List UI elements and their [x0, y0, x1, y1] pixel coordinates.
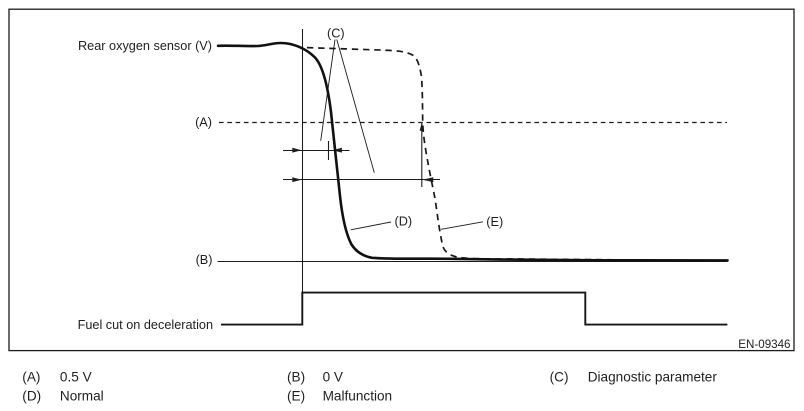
svg-text:Diagnostic parameter: Diagnostic parameter [588, 369, 718, 384]
svg-text:(C): (C) [327, 27, 345, 41]
svg-text:Rear oxygen sensor (V): Rear oxygen sensor (V) [78, 39, 212, 53]
svg-text:(D): (D) [22, 389, 41, 404]
svg-text:(B): (B) [196, 253, 213, 267]
svg-text:(A): (A) [195, 116, 212, 130]
svg-text:(B): (B) [287, 369, 305, 384]
svg-text:(D): (D) [395, 214, 413, 228]
svg-text:0.5 V: 0.5 V [60, 369, 92, 384]
svg-text:Fuel cut on deceleration: Fuel cut on deceleration [78, 318, 213, 332]
svg-text:Normal: Normal [60, 389, 104, 404]
svg-text:0 V: 0 V [323, 369, 343, 384]
svg-text:(A): (A) [22, 369, 40, 384]
svg-text:EN-09346: EN-09346 [738, 338, 790, 351]
svg-text:(E): (E) [486, 215, 503, 229]
svg-text:(E): (E) [287, 389, 305, 404]
svg-text:Malfunction: Malfunction [323, 389, 393, 404]
svg-text:(C): (C) [550, 369, 569, 384]
